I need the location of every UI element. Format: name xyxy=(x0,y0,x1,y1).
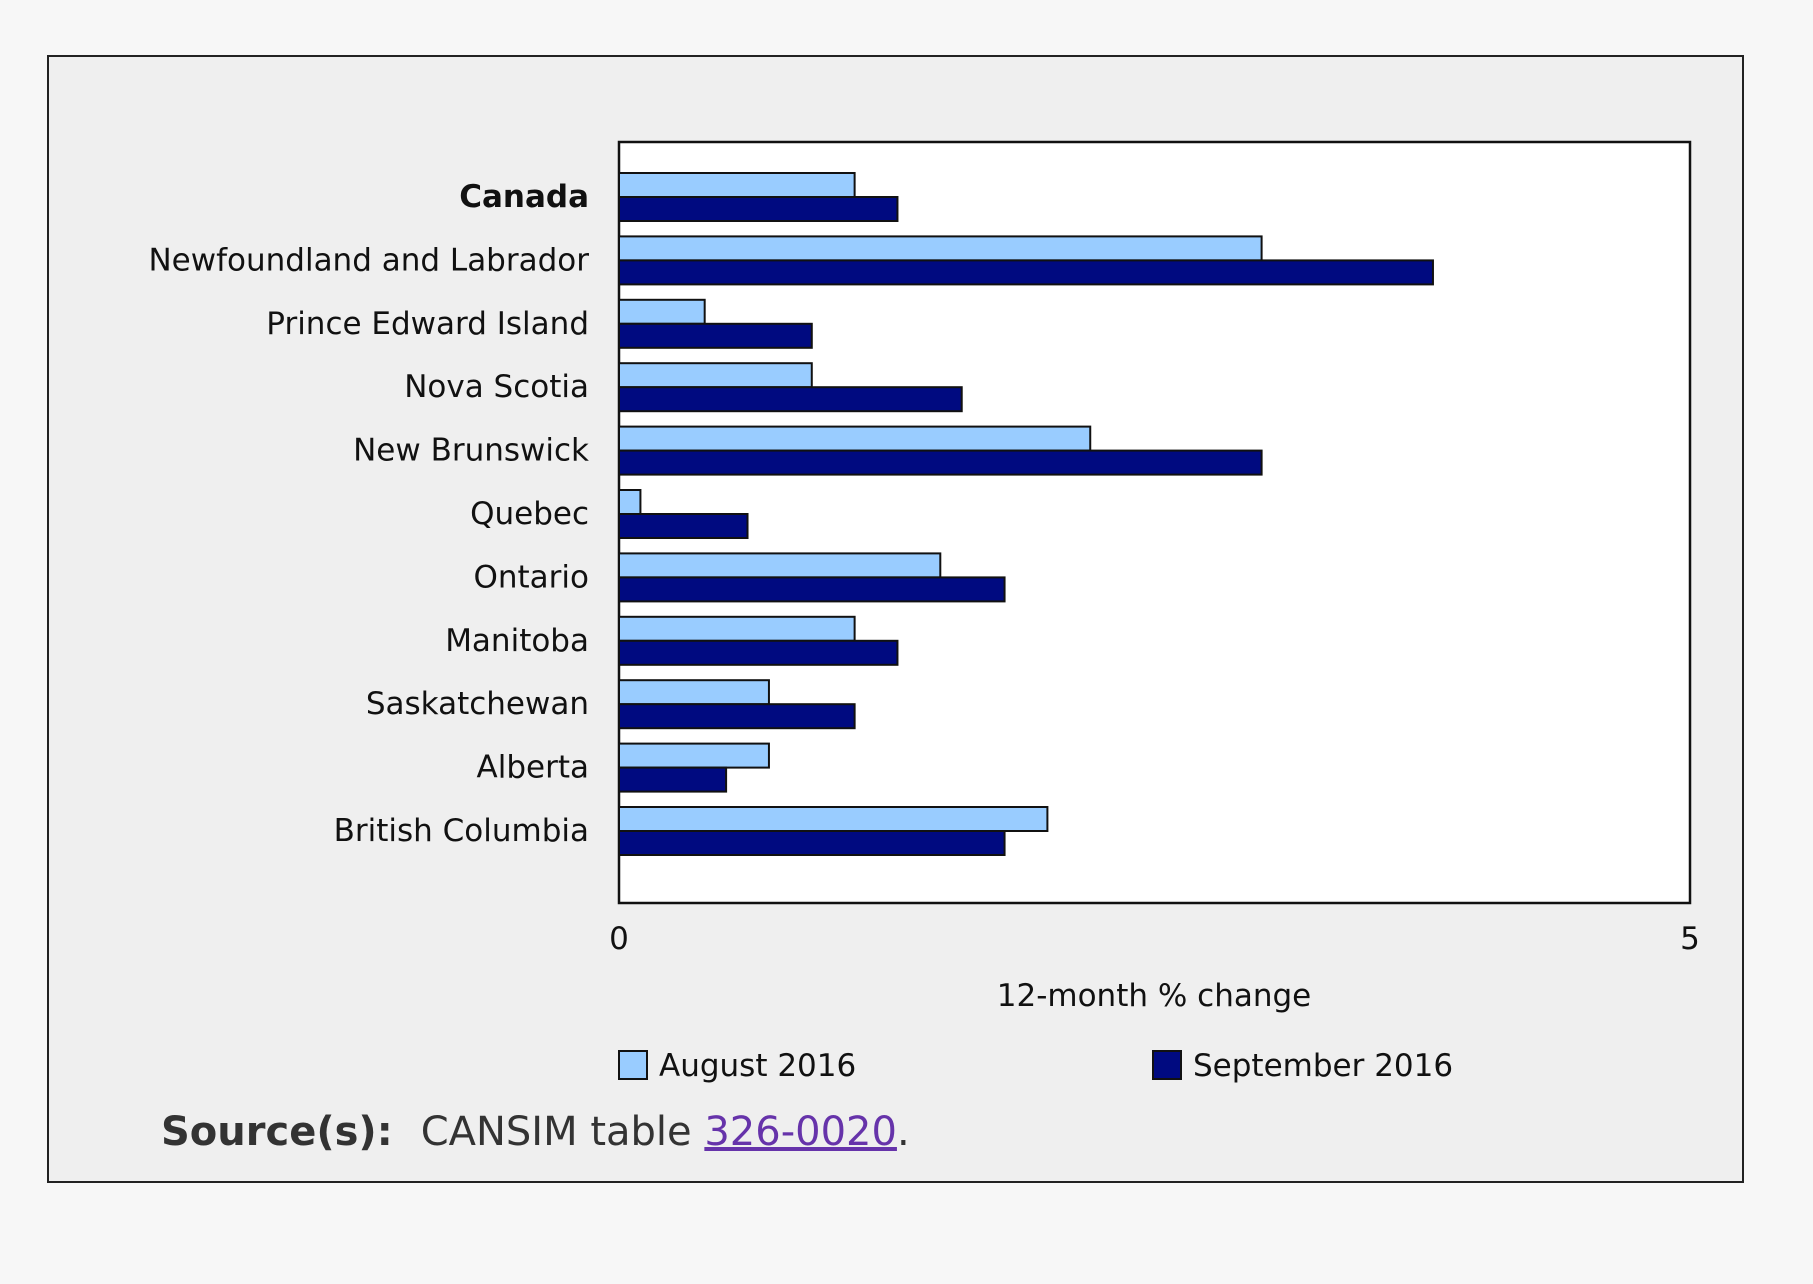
bar-august-new-brunswick xyxy=(618,425,1092,452)
category-label: Newfoundland and Labrador xyxy=(148,242,589,278)
category-label: Prince Edward Island xyxy=(266,306,589,342)
x-tick-label: 0 xyxy=(609,921,629,957)
category-label: Ontario xyxy=(473,559,589,595)
source-period: . xyxy=(896,1109,910,1155)
bar-august-manitoba xyxy=(618,615,856,642)
bar-september-ontario xyxy=(618,576,1006,603)
source-note: Source(s): CANSIM table 326-0020. xyxy=(161,1109,910,1155)
legend-swatch xyxy=(618,1050,648,1080)
bar-september-saskatchewan xyxy=(618,703,856,730)
bar-september-prince-edward-island xyxy=(618,322,813,349)
legend-label: August 2016 xyxy=(659,1048,856,1084)
bar-september-new-brunswick xyxy=(618,449,1263,476)
bar-chart: Canada Newfoundland and Labrador Prince Ed… xyxy=(148,140,1700,1084)
bar-september-quebec xyxy=(618,513,749,539)
x-axis-label: 12-month % change xyxy=(997,978,1312,1014)
category-label: Alberta xyxy=(477,750,589,786)
bar-august-canada xyxy=(618,172,856,198)
legend-label: September 2016 xyxy=(1193,1048,1453,1084)
bar-september-british-columbia xyxy=(618,830,1006,856)
source-text: CANSIM table xyxy=(420,1109,692,1155)
bar-august-newfoundland-and-labrador xyxy=(618,235,1263,262)
chart-figure: Canada Newfoundland and Labrador Prince Ed… xyxy=(47,55,1744,1183)
bar-august-nova-scotia xyxy=(618,362,813,389)
bar-september-newfoundland-and-labrador xyxy=(618,259,1434,286)
category-label: British Columbia xyxy=(334,813,589,849)
source-label: Source(s): xyxy=(161,1109,393,1155)
category-label: Nova Scotia xyxy=(404,369,589,405)
legend-swatch xyxy=(1152,1050,1182,1080)
category-label: Saskatchewan xyxy=(366,686,589,722)
x-tick-label: 5 xyxy=(1680,921,1700,957)
bar-august-quebec xyxy=(618,489,642,515)
bar-august-alberta xyxy=(618,742,770,769)
bar-august-saskatchewan xyxy=(618,679,770,706)
bar-september-manitoba xyxy=(618,639,899,666)
bar-september-alberta xyxy=(618,766,728,793)
cansim-table-link[interactable]: 326-0020 xyxy=(704,1109,897,1155)
category-label: Quebec xyxy=(470,496,589,532)
bar-august-ontario xyxy=(618,552,942,579)
category-label: New Brunswick xyxy=(353,433,589,469)
category-label: Canada xyxy=(459,179,589,215)
bar-august-british-columbia xyxy=(618,806,1049,832)
bar-august-prince-edward-island xyxy=(618,298,706,325)
bar-september-canada xyxy=(618,196,899,222)
bar-september-nova-scotia xyxy=(618,386,963,413)
category-label: Manitoba xyxy=(445,623,589,659)
